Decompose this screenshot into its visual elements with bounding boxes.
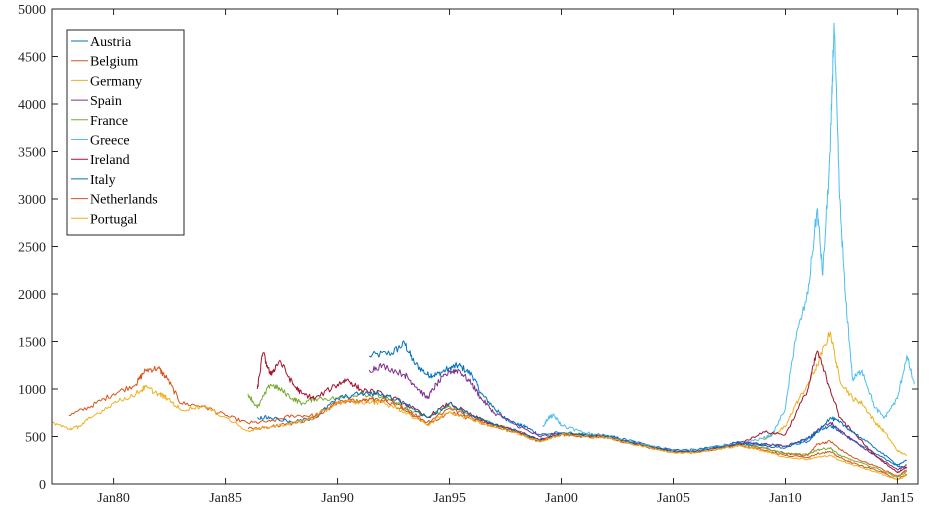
legend-label-france: France [90,114,128,129]
legend-label-belgium: Belgium [90,55,138,70]
legend-label-germany: Germany [90,74,142,89]
series-line-italy [256,390,907,466]
x-tick-label: Jan05 [657,491,690,506]
y-tick-label: 2000 [18,288,46,303]
x-tick-label: Jan95 [433,491,466,506]
y-tick-label: 4500 [18,51,46,66]
series-line-portugal [52,384,907,481]
y-tick-label: 3000 [18,193,46,208]
y-tick-label: 3500 [18,146,46,161]
y-tick-label: 500 [25,431,46,446]
x-tick-label: Jan90 [321,491,354,506]
y-tick-label: 1500 [18,336,46,351]
x-tick-label: Jan10 [769,491,802,506]
x-tick-label: Jan80 [97,491,130,506]
legend-label-spain: Spain [90,94,122,109]
legend-label-ireland: Ireland [90,153,130,168]
plot-area [52,9,918,484]
series-layer [52,22,915,481]
y-tick-label: 0 [39,478,46,493]
legend: Austria Belgium Germany Spain France Greece Ir… [66,29,185,236]
y-tick-label: 1000 [18,383,46,398]
legend-box [66,29,185,236]
axes-layer: 0 500 1000 1500 2000 2500 3000 3500 4000 4500 5000… [18,3,919,506]
legend-label-austria: Austria [90,35,132,50]
legend-label-italy: Italy [90,173,116,188]
y-tick-label: 4000 [18,98,46,113]
x-tick-label: Jan00 [545,491,578,506]
x-tick-label: Jan15 [881,491,914,506]
legend-label-portugal: Portugal [90,212,138,227]
y-tick-label: 5000 [18,3,46,18]
legend-label-greece: Greece [90,134,130,149]
y-tick-label: 2500 [18,241,46,256]
series-line-germany [762,331,907,456]
x-tick-label: Jan85 [209,491,242,506]
legend-label-netherlands: Netherlands [90,193,158,208]
